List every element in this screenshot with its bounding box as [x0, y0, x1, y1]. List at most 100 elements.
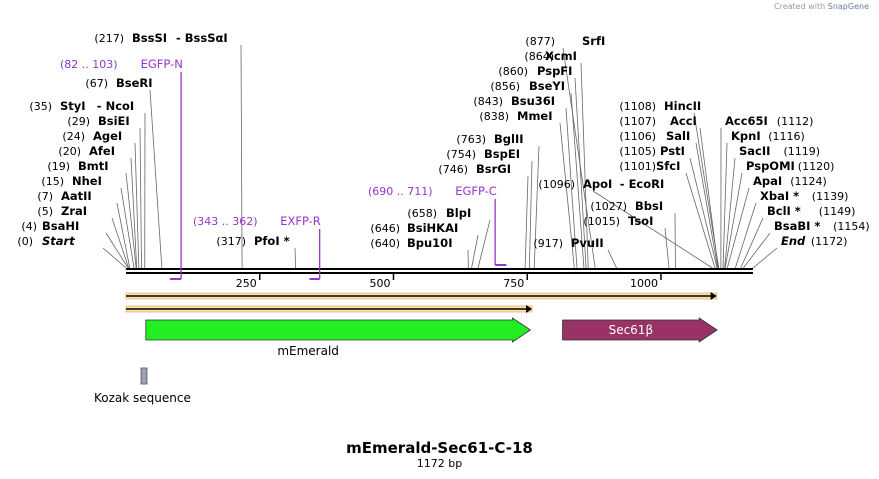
enzyme-leader-line — [524, 175, 529, 269]
enzyme-label-position: (0) — [17, 235, 33, 248]
enzyme-label-name: MmeI — [517, 109, 553, 123]
enzyme-leader-line — [726, 187, 750, 269]
scale-tick-label: 750 — [503, 277, 524, 290]
enzyme-leader-line — [533, 145, 540, 269]
enzyme-leader-line — [724, 172, 743, 269]
enzyme-label-name: BsaHI — [42, 219, 79, 233]
map-length: 1172 bp — [416, 457, 463, 470]
enzyme-leader-line — [471, 234, 479, 269]
enzyme-label-position: (843) — [473, 95, 503, 108]
enzyme-label-name: BlpI — [446, 206, 471, 220]
enzyme-label-name: PspFI — [537, 64, 572, 78]
enzyme-label-name: PvuII — [571, 236, 604, 250]
enzyme-label-position: (856) — [490, 80, 520, 93]
credit-prefix: Created with — [774, 2, 826, 11]
enzyme-label-position: (1116) — [768, 130, 805, 143]
enzyme-label-name: Start — [42, 234, 75, 248]
enzyme-label-name: BsaBI * — [774, 219, 820, 233]
enzyme-leader-line — [699, 127, 719, 269]
enzyme-leader-line — [240, 44, 243, 269]
enzyme-leader-line — [130, 157, 138, 269]
enzyme-leader-line — [528, 160, 533, 269]
enzyme-label-position: (1101) — [619, 160, 656, 173]
enzyme-leader-line — [722, 142, 728, 269]
enzyme-leader-line — [689, 157, 718, 269]
enzyme-leader-line — [592, 190, 713, 269]
enzyme-leader-line — [139, 127, 142, 269]
enzyme-label-position: (864) — [524, 50, 554, 63]
enzyme-label-name: SalI — [666, 129, 690, 143]
scale-tick-label: 250 — [236, 277, 257, 290]
enzyme-leader-line — [102, 247, 127, 269]
enzyme-label-position: (19) — [47, 160, 70, 173]
enzyme-label-name: BclI * — [767, 204, 801, 218]
enzyme-label-name: PfoI * — [254, 234, 290, 248]
primer-range: (82 .. 103) — [60, 58, 118, 71]
enzyme-leader-line — [562, 47, 596, 269]
enzyme-leader-line — [724, 157, 736, 269]
enzyme-label-name: KpnI — [731, 129, 761, 143]
enzyme-label-name: ZraI — [61, 204, 87, 218]
enzyme-label-position: (917) — [533, 237, 563, 250]
enzyme-label-position: (877) — [525, 35, 555, 48]
enzyme-label-position: (646) — [370, 222, 400, 235]
enzyme-label-name: XcmI — [545, 49, 577, 63]
primer-name: EXFP-R — [280, 214, 321, 228]
enzyme-label-name: PstI — [660, 144, 685, 158]
enzyme-label-name: AatII — [61, 189, 92, 203]
enzyme-label-extra-name: - BssSαI — [176, 31, 228, 45]
enzyme-label-name: BmtI — [78, 159, 109, 173]
enzyme-label-position: (1154) — [833, 220, 870, 233]
enzyme-label-name: Acc65I — [725, 114, 768, 128]
enzyme-leader-line — [580, 62, 589, 269]
enzyme-label-position: (1027) — [590, 200, 627, 213]
enzyme-leader-line — [134, 142, 140, 269]
enzyme-label-name: SfcI — [656, 159, 680, 173]
enzyme-leader-line — [752, 247, 778, 269]
feature-label: Sec61β — [609, 323, 654, 337]
enzyme-label-name: BssSI — [132, 31, 167, 45]
enzyme-label-name: Bpu10I — [407, 236, 452, 250]
enzyme-label-position: (15) — [41, 175, 64, 188]
enzyme-leader-line — [294, 247, 296, 269]
enzyme-label-position: (658) — [407, 207, 437, 220]
enzyme-label-name: BbsI — [635, 199, 663, 213]
snapgene-logo-text: SnapGene — [827, 2, 869, 11]
enzyme-label-position: (1112) — [777, 115, 814, 128]
scale-tick-label: 1000 — [630, 277, 658, 290]
enzyme-leader-line — [743, 232, 771, 269]
enzyme-label-name: End — [781, 234, 806, 248]
enzyme-label-name: ApoI — [583, 177, 612, 191]
enzyme-label-name: BsrGI — [476, 162, 511, 176]
enzyme-label-position: (1149) — [819, 205, 856, 218]
enzyme-label-name: StyI — [60, 99, 86, 113]
enzyme-label-position: (317) — [216, 235, 246, 248]
enzyme-leader-line — [559, 122, 575, 269]
enzyme-leader-line — [664, 227, 670, 269]
enzyme-leader-line — [734, 202, 757, 269]
enzyme-leader-line — [685, 172, 716, 269]
enzyme-label-position: (29) — [67, 115, 90, 128]
enzyme-label-position: (217) — [94, 32, 124, 45]
enzyme-label-position: (1096) — [538, 178, 575, 191]
enzyme-label-name: ApaI — [753, 174, 782, 188]
enzyme-label-position: (24) — [62, 130, 85, 143]
enzyme-label-extra-name: - EcoRI — [620, 177, 664, 191]
feature-arrow-mEmerald — [145, 317, 532, 343]
scale-tick-label: 500 — [369, 277, 390, 290]
feature-label: mEmerald — [277, 344, 339, 358]
enzyme-leader-line — [695, 142, 719, 269]
enzyme-leader-line — [565, 107, 578, 269]
enzyme-label-position: (1108) — [619, 100, 656, 113]
feature-box-kozak — [140, 367, 148, 385]
primer-name: EGFP-C — [455, 184, 497, 198]
enzyme-label-position: (1015) — [583, 215, 620, 228]
enzyme-label-name: AgeI — [93, 129, 122, 143]
enzyme-label-name: SrfI — [582, 34, 605, 48]
enzyme-leader-line — [574, 77, 587, 269]
enzyme-label-position: (746) — [438, 163, 468, 176]
enzyme-label-position: (1172) — [811, 235, 848, 248]
enzyme-label-position: (7) — [37, 190, 53, 203]
enzyme-label-name: XbaI * — [760, 189, 799, 203]
